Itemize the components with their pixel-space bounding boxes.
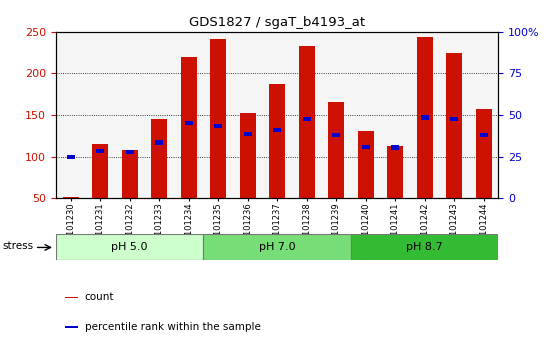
Bar bbox=[122, 150, 138, 198]
Bar bbox=[332, 133, 340, 137]
Bar bbox=[387, 146, 403, 198]
Bar bbox=[351, 234, 498, 260]
Text: percentile rank within the sample: percentile rank within the sample bbox=[85, 322, 260, 332]
Bar bbox=[358, 131, 374, 198]
Text: pH 7.0: pH 7.0 bbox=[259, 242, 296, 252]
Bar bbox=[65, 326, 78, 329]
Bar bbox=[240, 113, 256, 198]
Bar bbox=[421, 115, 429, 120]
Bar bbox=[65, 297, 78, 298]
Bar bbox=[391, 145, 399, 150]
Text: pH 8.7: pH 8.7 bbox=[407, 242, 443, 252]
Bar bbox=[244, 132, 252, 136]
Bar bbox=[125, 150, 134, 154]
Bar bbox=[475, 109, 492, 198]
Bar bbox=[96, 149, 104, 153]
Bar bbox=[362, 144, 370, 149]
Bar bbox=[450, 117, 458, 121]
Bar bbox=[155, 141, 164, 144]
Bar bbox=[328, 102, 344, 198]
Text: pH 5.0: pH 5.0 bbox=[111, 242, 148, 252]
Bar bbox=[298, 46, 315, 198]
Bar bbox=[210, 39, 226, 198]
Bar bbox=[479, 133, 488, 137]
Text: count: count bbox=[85, 292, 114, 302]
Bar bbox=[67, 155, 75, 159]
Bar bbox=[185, 121, 193, 125]
Bar bbox=[214, 124, 222, 128]
Bar bbox=[56, 234, 203, 260]
Bar bbox=[269, 84, 285, 198]
Bar bbox=[63, 196, 79, 198]
Bar bbox=[181, 57, 197, 198]
Bar bbox=[417, 37, 433, 198]
Text: stress: stress bbox=[3, 241, 34, 251]
Bar bbox=[151, 119, 167, 198]
Title: GDS1827 / sgaT_b4193_at: GDS1827 / sgaT_b4193_at bbox=[189, 16, 365, 29]
Bar bbox=[302, 117, 311, 121]
Bar bbox=[273, 128, 281, 132]
Bar bbox=[446, 53, 462, 198]
Bar bbox=[92, 144, 108, 198]
Bar bbox=[203, 234, 351, 260]
